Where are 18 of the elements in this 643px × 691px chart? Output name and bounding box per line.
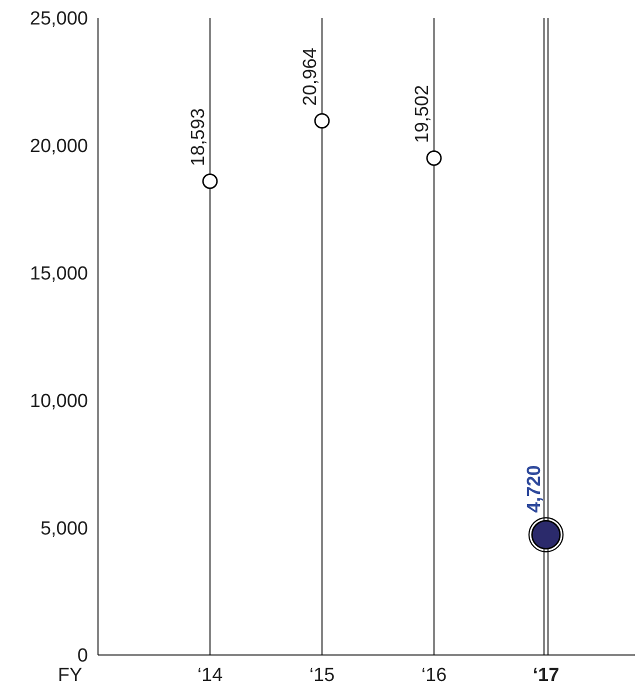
x-axis-title: FY bbox=[58, 665, 82, 686]
y-tick-label: 5,000 bbox=[40, 518, 88, 540]
y-tick-label: 0 bbox=[77, 646, 88, 667]
x-tick-label: ‘16 bbox=[421, 665, 447, 686]
point bbox=[314, 113, 330, 129]
x-tick-label: ‘17 bbox=[532, 665, 560, 686]
x-tick-label: ‘15 bbox=[309, 665, 335, 686]
data-label: 20,964 bbox=[300, 47, 321, 106]
y-tick-label: 10,000 bbox=[30, 390, 88, 412]
x-tick-label: ‘14 bbox=[197, 665, 224, 686]
data-label: 4,720 bbox=[524, 465, 545, 513]
point bbox=[202, 174, 218, 189]
y-tick-label: 20,000 bbox=[30, 136, 88, 158]
y-tick-label: 15,000 bbox=[30, 263, 88, 284]
point bbox=[426, 150, 442, 166]
data-label: 19,502 bbox=[412, 84, 433, 144]
y-tick-label: 25,000 bbox=[30, 8, 88, 30]
data-label: 18,593 bbox=[188, 108, 209, 166]
